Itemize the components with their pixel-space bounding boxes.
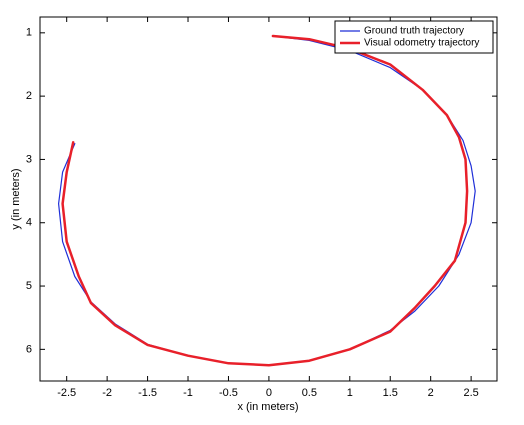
y-tick-label: 5 xyxy=(26,280,32,292)
x-tick-label: -2 xyxy=(102,387,112,399)
x-tick-label: 0.5 xyxy=(302,387,317,399)
x-tick-label: -2.5 xyxy=(57,387,76,399)
x-tick-label: 2.5 xyxy=(463,387,478,399)
trajectory-line xyxy=(61,34,469,367)
x-tick-label: -1 xyxy=(183,387,193,399)
legend-box xyxy=(334,20,494,54)
legend-label: Visual odometry trajectory xyxy=(364,38,479,49)
y-tick-label: 1 xyxy=(26,27,32,39)
x-axis-label: x (in meters) xyxy=(237,401,298,413)
plot-frame xyxy=(39,16,498,382)
x-tick-label: 1 xyxy=(347,387,353,399)
y-tick-label: 2 xyxy=(26,90,32,102)
y-axis-label: y (in meters) xyxy=(10,168,22,229)
x-tick-label: -0.5 xyxy=(219,387,238,399)
y-tick-label: 3 xyxy=(26,153,32,165)
y-tick-label: 6 xyxy=(26,343,32,355)
y-tick-label: 4 xyxy=(26,217,32,229)
x-tick-label: 2 xyxy=(428,387,434,399)
legend-label: Ground truth trajectory xyxy=(364,26,464,37)
x-tick-label: 1.5 xyxy=(383,387,398,399)
x-tick-label: -1.5 xyxy=(138,387,157,399)
x-tick-label: 0 xyxy=(266,387,272,399)
